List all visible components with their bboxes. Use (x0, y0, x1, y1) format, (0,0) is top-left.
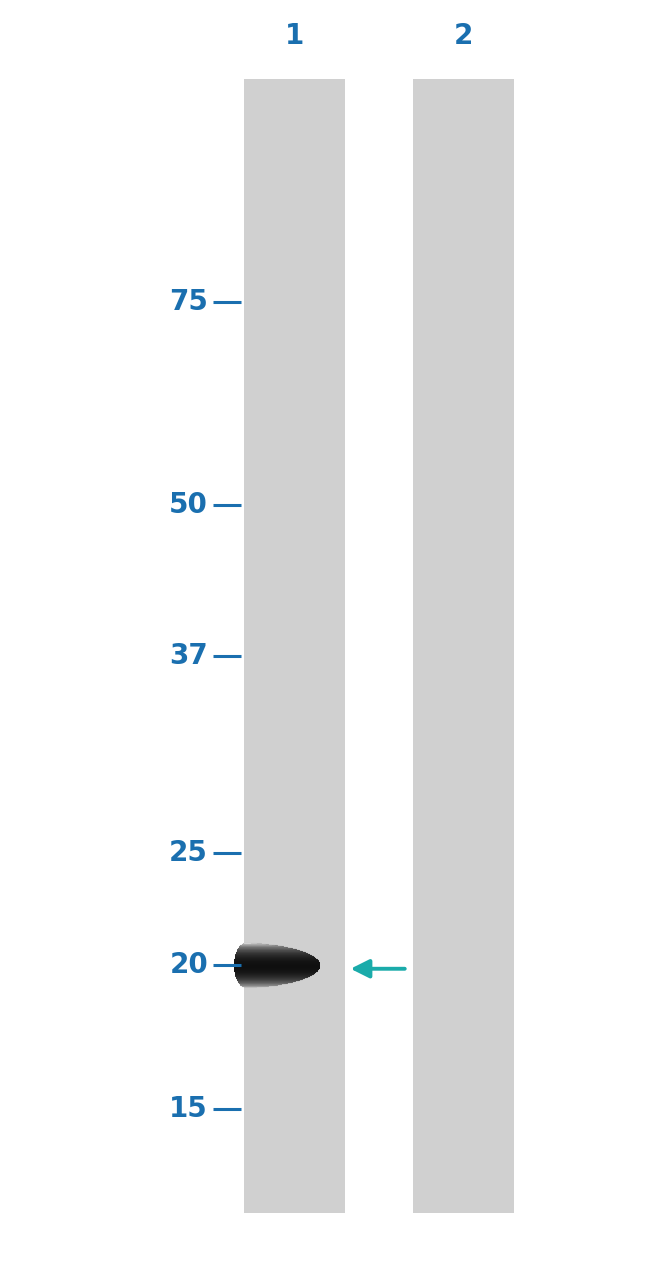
Text: 50: 50 (169, 491, 208, 519)
Text: 20: 20 (169, 951, 208, 979)
Bar (413, 79, 514, 1213)
Text: 25: 25 (169, 839, 208, 867)
Text: 37: 37 (169, 643, 208, 671)
Text: 2: 2 (454, 22, 473, 50)
Text: 15: 15 (169, 1095, 208, 1124)
Text: 75: 75 (169, 288, 208, 316)
Bar (244, 79, 344, 1213)
Text: 1: 1 (285, 22, 304, 50)
